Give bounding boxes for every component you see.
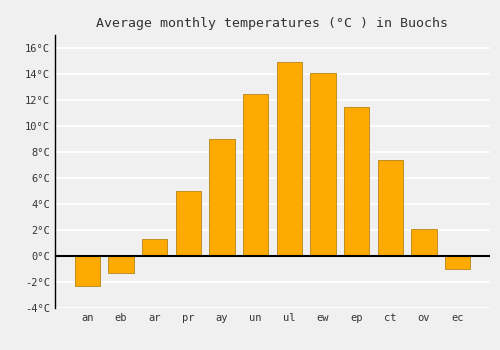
Bar <box>412 229 436 256</box>
Bar <box>142 239 168 256</box>
Bar <box>344 106 370 256</box>
Title: Average monthly temperatures (°C ) in Buochs: Average monthly temperatures (°C ) in Bu… <box>96 17 448 30</box>
Bar <box>310 73 336 256</box>
Bar <box>445 256 470 269</box>
Bar <box>108 256 134 273</box>
Bar <box>378 160 403 256</box>
Bar <box>210 139 234 256</box>
Bar <box>75 256 100 286</box>
Bar <box>176 191 201 256</box>
Bar <box>243 93 268 256</box>
Bar <box>276 62 302 256</box>
